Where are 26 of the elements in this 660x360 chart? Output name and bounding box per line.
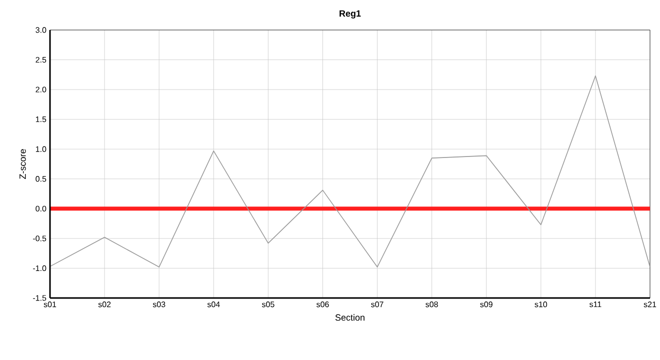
y-tick-label: 1.5	[36, 116, 46, 122]
y-tick-label: 0.0	[36, 206, 46, 212]
x-axis-title: Section	[335, 314, 364, 321]
y-tick-label: 3.0	[36, 27, 46, 33]
x-tick-label: s06	[316, 302, 329, 308]
y-tick-label: 0.5	[36, 176, 46, 182]
x-tick-label: s04	[207, 302, 220, 308]
y-tick-label: 1.0	[36, 146, 46, 152]
y-tick-label: -0.5	[33, 236, 46, 242]
chart-title: Reg1	[340, 10, 361, 18]
x-tick-label: s11	[590, 302, 602, 308]
y-tick-label: 2.0	[36, 86, 46, 92]
y-tick-label: -1.5	[33, 295, 46, 301]
x-tick-label: s21	[644, 302, 656, 308]
x-tick-label: s09	[480, 302, 492, 308]
y-tick-label: -1.0	[33, 265, 46, 272]
x-tick-label: s07	[371, 302, 384, 308]
x-tick-label: s10	[534, 302, 548, 308]
x-tick-label: s02	[98, 302, 111, 308]
line-series	[50, 75, 650, 268]
x-tick-label: s01	[44, 302, 56, 308]
x-tick-label: s08	[426, 302, 438, 308]
x-tick-label: s03	[152, 302, 166, 308]
y-axis-title: Z-score	[20, 149, 26, 179]
x-tick-label: s05	[262, 302, 274, 308]
y-tick-label: 2.5	[36, 56, 46, 63]
